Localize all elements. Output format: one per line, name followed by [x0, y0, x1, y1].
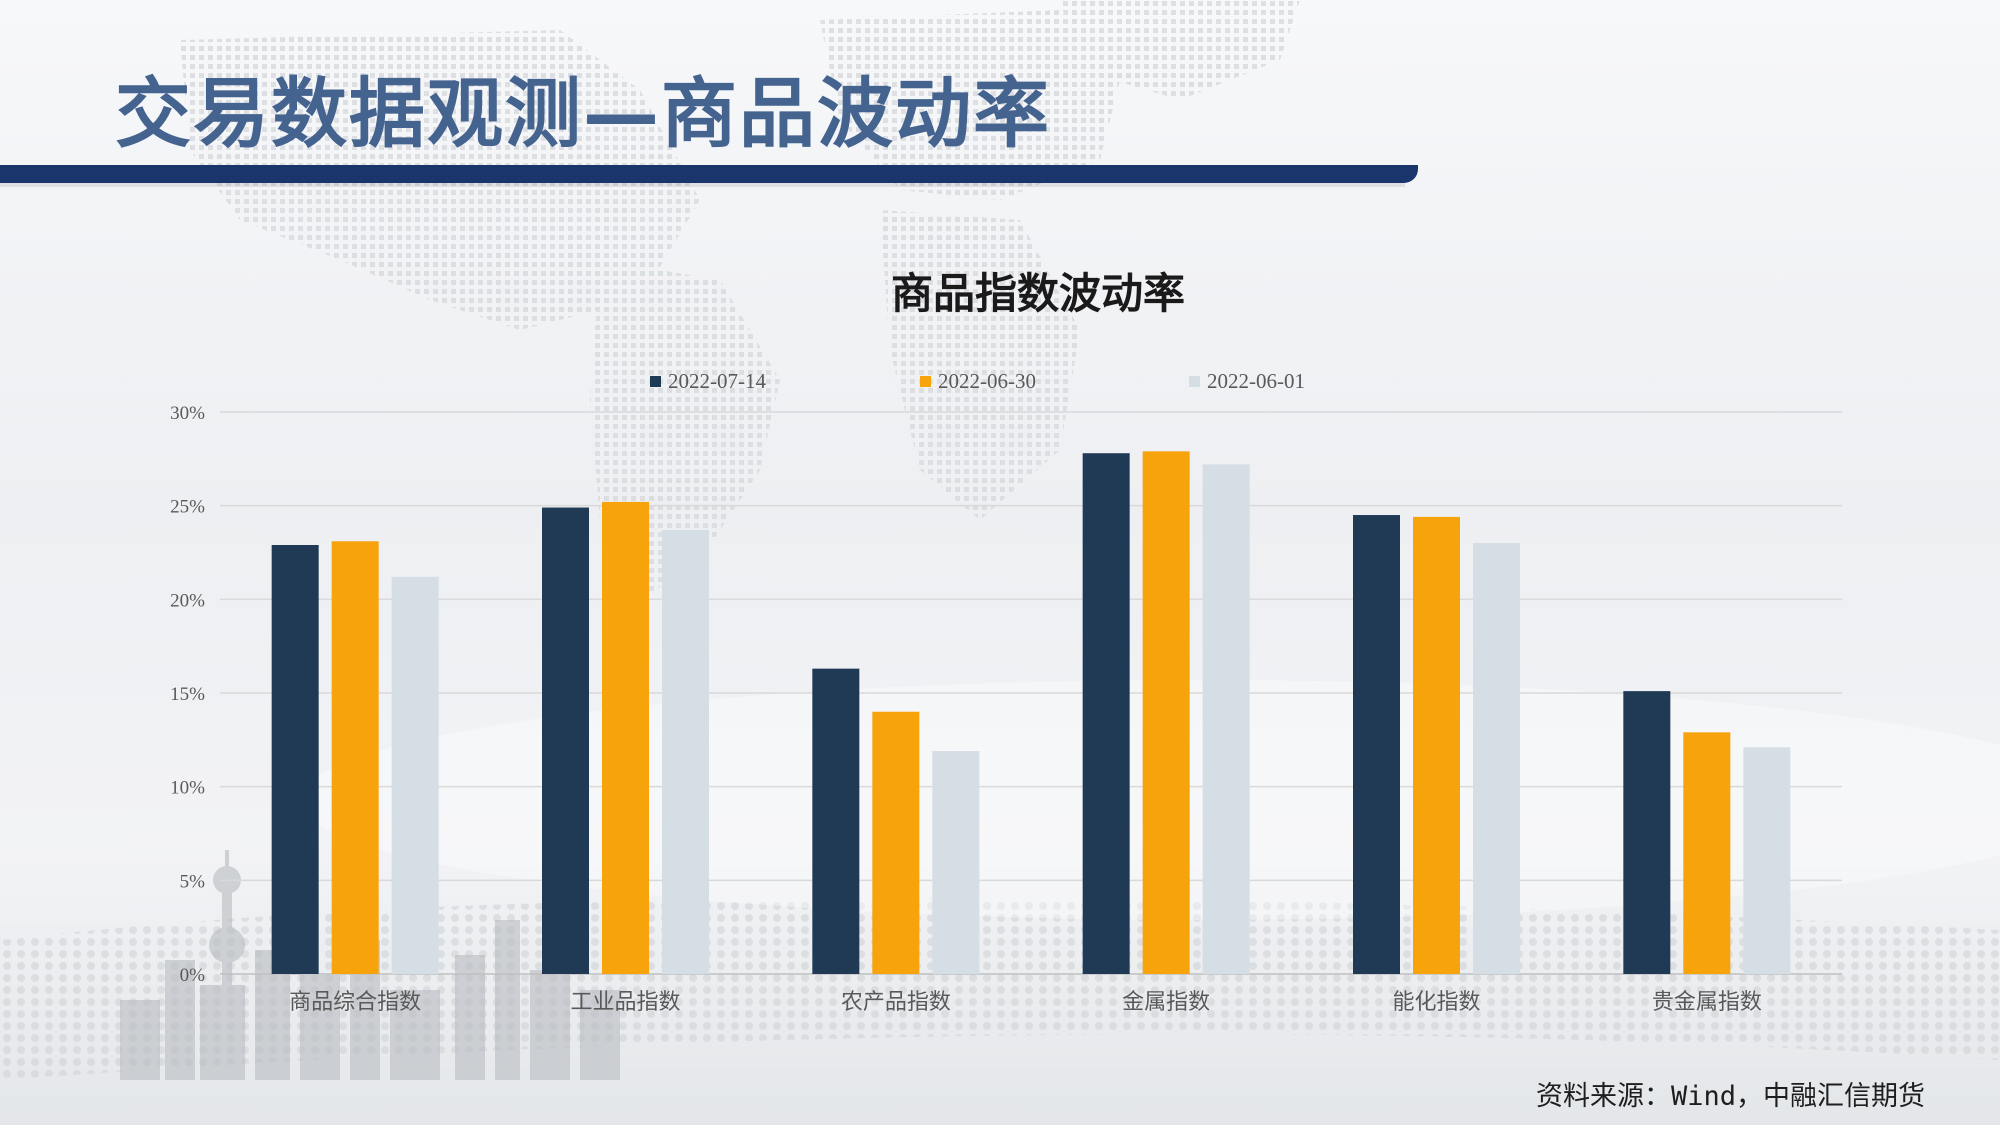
- bar: [331, 541, 379, 974]
- legend-label: 2022-07-14: [668, 369, 766, 393]
- x-category-label: 金属指数: [1122, 990, 1210, 1015]
- y-tick-label: 15%: [170, 684, 205, 705]
- y-tick-label: 25%: [170, 497, 205, 518]
- source-note: 资料来源：Wind，中融汇信期货: [1535, 1081, 1925, 1112]
- x-category-label: 贵金属指数: [1652, 990, 1762, 1015]
- y-tick-label: 10%: [170, 778, 205, 799]
- bar: [1473, 543, 1520, 974]
- x-category-label: 能化指数: [1392, 990, 1480, 1015]
- bar: [1082, 453, 1130, 974]
- bar: [1743, 747, 1791, 974]
- bar: [1202, 464, 1250, 974]
- title-underline-band: [0, 165, 1418, 183]
- bar: [932, 751, 980, 974]
- x-category-label: 农产品指数: [841, 990, 951, 1015]
- y-tick-label: 5%: [180, 871, 206, 892]
- legend-label: 2022-06-30: [938, 369, 1036, 393]
- x-category-label: 商品综合指数: [289, 990, 421, 1015]
- bar: [271, 545, 319, 974]
- y-tick-label: 0%: [180, 965, 206, 986]
- bar: [872, 711, 920, 974]
- legend-swatch: [650, 376, 661, 387]
- title-band-shadow: [0, 183, 1405, 187]
- legend-swatch: [1189, 376, 1200, 387]
- bar: [1142, 451, 1190, 975]
- bar: [602, 501, 649, 974]
- page-title: 交易数据观测—商品波动率: [115, 69, 1051, 158]
- chart-title: 商品指数波动率: [891, 269, 1185, 318]
- bar: [812, 668, 860, 974]
- legend-label: 2022-06-01: [1207, 369, 1305, 393]
- bar: [662, 530, 709, 974]
- y-tick-label: 20%: [170, 590, 205, 611]
- legend-swatch: [920, 376, 931, 387]
- bar: [391, 576, 439, 974]
- y-tick-label: 30%: [170, 403, 205, 424]
- bar: [1353, 515, 1400, 974]
- x-category-label: 工业品指数: [570, 990, 680, 1015]
- bar: [1683, 732, 1731, 974]
- bar: [542, 507, 589, 974]
- bar: [1413, 516, 1460, 974]
- bar: [1623, 691, 1671, 974]
